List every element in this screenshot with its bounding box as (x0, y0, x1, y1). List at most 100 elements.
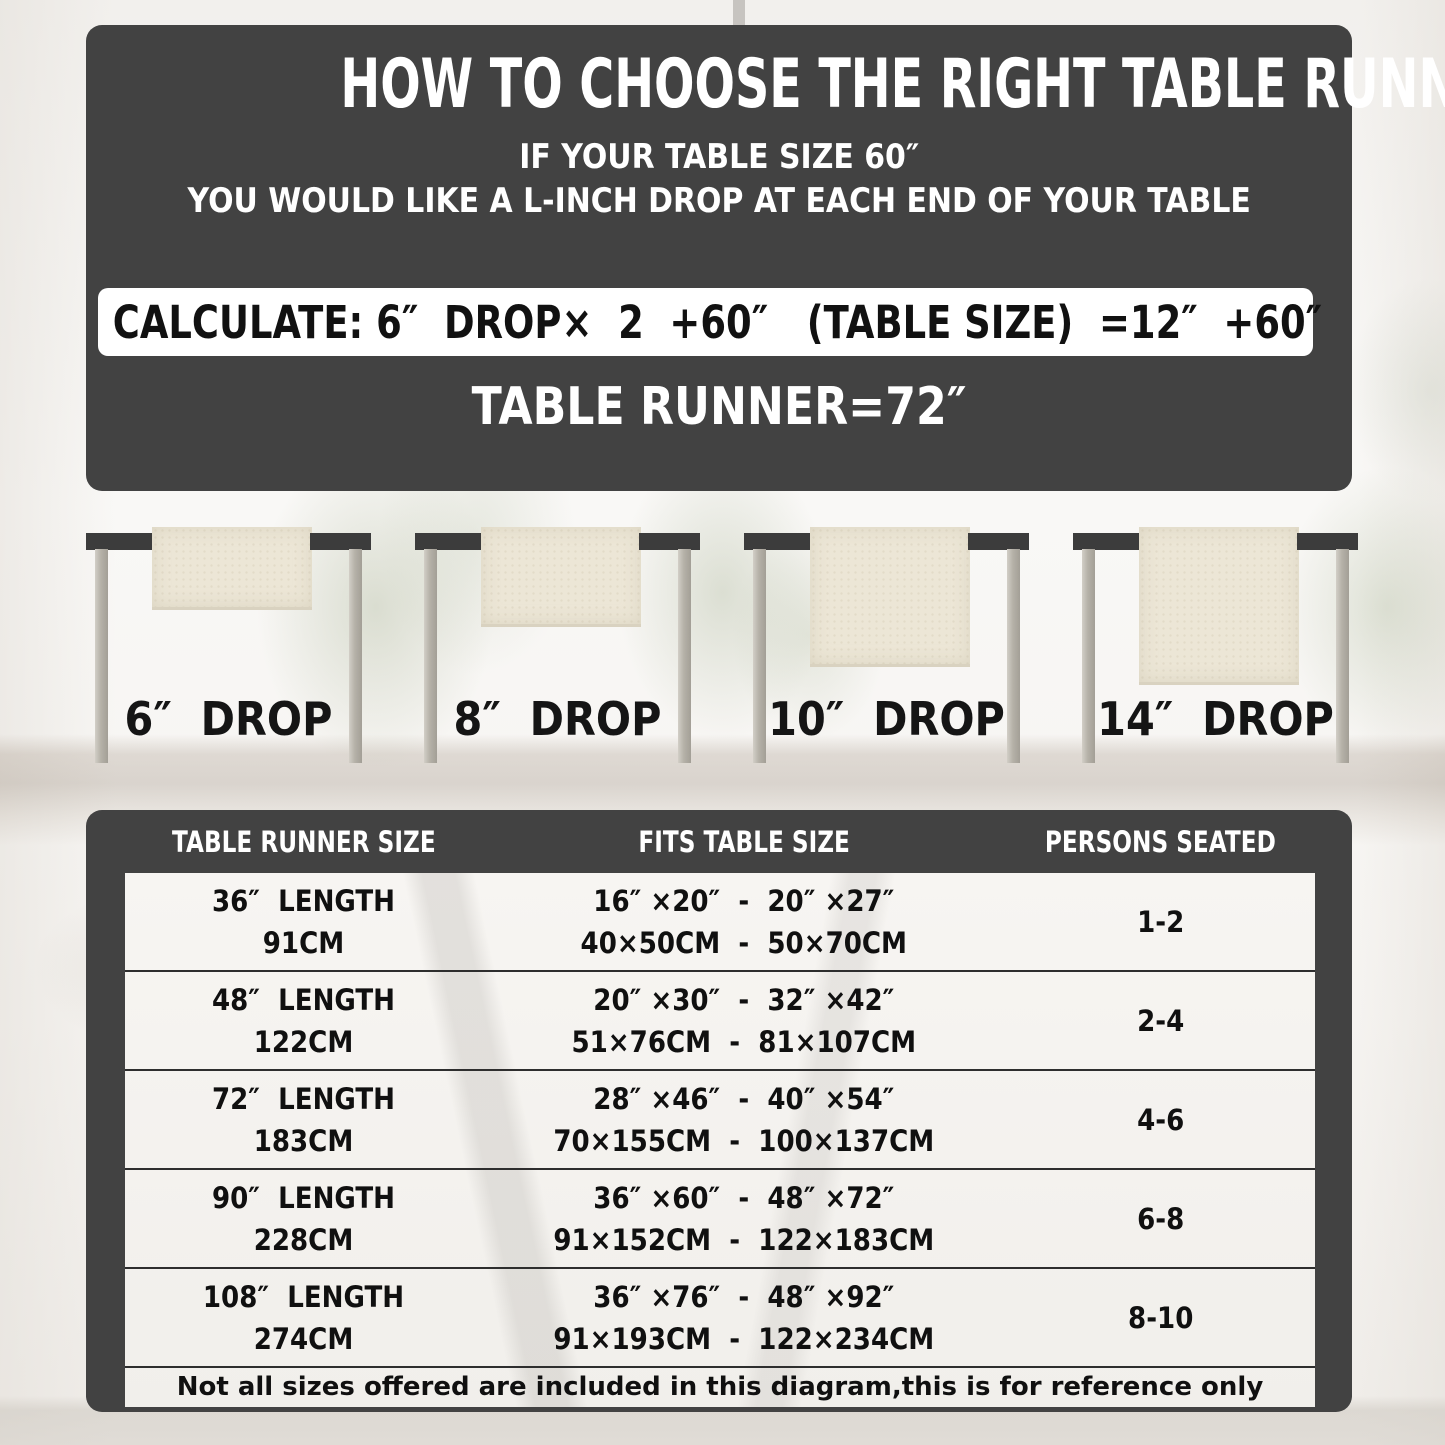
fits-table-inches: 28″ ×46″ - 40″ ×54″ (593, 1081, 895, 1116)
runner-size-inches: 90″ LENGTH (211, 1180, 396, 1215)
fits-table-inches: 36″ ×76″ - 48″ ×92″ (593, 1279, 895, 1314)
table-leg-left (95, 549, 108, 763)
size-chart-panel: TABLE RUNNER SIZE FITS TABLE SIZE PERSON… (86, 810, 1352, 1412)
table-row: 90″ LENGTH 228CM 36″ ×60″ - 48″ ×72″ 91×… (125, 1170, 1315, 1269)
drop-label-text: 14″ DROP (1097, 692, 1334, 746)
runner-size-inches: 36″ LENGTH (211, 883, 396, 918)
tabletop-right (1297, 533, 1358, 550)
fits-table-cm: 91×152CM - 122×183CM (553, 1222, 935, 1257)
persons-seated: 8-10 (1127, 1300, 1193, 1335)
runner-cloth (1139, 527, 1299, 685)
size-chart-table: 36″ LENGTH 91CM 16″ ×20″ - 20″ ×27″ 40×5… (125, 873, 1315, 1407)
column-header-text: PERSONS SEATED (1044, 824, 1276, 859)
table-row: 48″ LENGTH 122CM 20″ ×30″ - 32″ ×42″ 51×… (125, 972, 1315, 1071)
drop-label-text: 8″ DROP (453, 692, 662, 746)
fits-table-cell: 16″ ×20″ - 20″ ×27″ 40×50CM - 50×70CM (482, 873, 1006, 970)
column-header-persons-seated: PERSONS SEATED (1006, 825, 1315, 859)
runner-size-cm: 274CM (253, 1321, 354, 1356)
table-figure-14in: 14″ DROP (1073, 500, 1358, 765)
runner-size-cell: 36″ LENGTH 91CM (125, 873, 482, 970)
runner-cloth (152, 527, 312, 610)
tabletop-left (1073, 533, 1139, 550)
table-leg-left (1082, 549, 1095, 763)
fits-table-inches: 36″ ×60″ - 48″ ×72″ (593, 1180, 895, 1215)
table-figure-6in: 6″ DROP (86, 500, 371, 765)
table-row: 36″ LENGTH 91CM 16″ ×20″ - 20″ ×27″ 40×5… (125, 873, 1315, 972)
drop-label: 6″ DROP (86, 692, 371, 746)
drop-label: 8″ DROP (415, 692, 700, 746)
runner-size-cm: 183CM (253, 1123, 354, 1158)
tabletop-left (86, 533, 152, 550)
drop-label-text: 6″ DROP (124, 692, 333, 746)
persons-cell: 6-8 (1006, 1170, 1315, 1267)
subtitle-line2: YOU WOULD LIKE A L-INCH DROP AT EACH END… (86, 181, 1352, 221)
page-title-text: HOW TO CHOOSE THE RIGHT TABLE RUNNER (340, 45, 1445, 124)
persons-cell: 1-2 (1006, 873, 1315, 970)
table-leg-right (349, 549, 362, 763)
calculation-bar: CALCULATE: 6″ DROP× 2 +60″ (TABLE SIZE) … (98, 288, 1322, 356)
runner-size-cm: 228CM (253, 1222, 354, 1257)
subtitle-line1-text: IF YOUR TABLE SIZE 60″ (519, 137, 919, 177)
fits-table-cm: 51×76CM - 81×107CM (571, 1024, 917, 1059)
runner-size-cm: 91CM (262, 925, 345, 960)
persons-seated: 6-8 (1136, 1201, 1184, 1236)
calculation-text: CALCULATE: 6″ DROP× 2 +60″ (TABLE SIZE) … (112, 295, 1323, 349)
drop-label: 10″ DROP (744, 692, 1029, 746)
table-row: 72″ LENGTH 183CM 28″ ×46″ - 40″ ×54″ 70×… (125, 1071, 1315, 1170)
result-text: TABLE RUNNER=72″ (471, 377, 967, 437)
tabletop-right (310, 533, 371, 550)
header-panel: HOW TO CHOOSE THE RIGHT TABLE RUNNER IF … (86, 25, 1445, 491)
page-title: HOW TO CHOOSE THE RIGHT TABLE RUNNER (86, 45, 1445, 124)
runner-size-cell: 48″ LENGTH 122CM (125, 972, 482, 1069)
table-figure-10in: 10″ DROP (744, 500, 1029, 765)
table-leg-left (753, 549, 766, 763)
column-header-runner-size: TABLE RUNNER SIZE (125, 825, 482, 859)
drop-diagram: 6″ DROP 8″ DROP 10″ DROP 14″ DROP (86, 500, 1358, 765)
drop-label: 14″ DROP (1073, 692, 1358, 746)
runner-size-cm: 122CM (253, 1024, 354, 1059)
runner-cloth (481, 527, 641, 627)
fits-table-inches: 20″ ×30″ - 32″ ×42″ (593, 982, 895, 1017)
fits-table-cell: 20″ ×30″ - 32″ ×42″ 51×76CM - 81×107CM (482, 972, 1006, 1069)
tabletop-right (968, 533, 1029, 550)
persons-cell: 4-6 (1006, 1071, 1315, 1168)
runner-size-inches: 72″ LENGTH (211, 1081, 396, 1116)
persons-seated: 2-4 (1136, 1003, 1184, 1038)
runner-cloth (810, 527, 970, 667)
fits-table-cm: 40×50CM - 50×70CM (580, 925, 908, 960)
tabletop-left (415, 533, 481, 550)
table-leg-left (424, 549, 437, 763)
persons-seated: 1-2 (1136, 904, 1184, 939)
fits-table-cm: 70×155CM - 100×137CM (553, 1123, 935, 1158)
persons-cell: 8-10 (1006, 1269, 1315, 1366)
fits-table-cell: 36″ ×76″ - 48″ ×92″ 91×193CM - 122×234CM (482, 1269, 1006, 1366)
table-leg-right (1007, 549, 1020, 763)
persons-seated: 4-6 (1136, 1102, 1184, 1137)
subtitle-line2-text: YOU WOULD LIKE A L-INCH DROP AT EACH END… (187, 181, 1251, 221)
column-header-fits-table-size: FITS TABLE SIZE (482, 825, 1006, 859)
runner-size-inches: 48″ LENGTH (211, 982, 396, 1017)
column-header-text: TABLE RUNNER SIZE (171, 824, 436, 859)
table-figure-8in: 8″ DROP (415, 500, 700, 765)
fits-table-inches: 16″ ×20″ - 20″ ×27″ (593, 883, 895, 918)
runner-size-inches: 108″ LENGTH (202, 1279, 405, 1314)
table-leg-right (1336, 549, 1349, 763)
drop-label-text: 10″ DROP (768, 692, 1005, 746)
table-note: Not all sizes offered are included in th… (176, 1371, 1264, 1402)
table-leg-right (678, 549, 691, 763)
table-row: 108″ LENGTH 274CM 36″ ×76″ - 48″ ×92″ 91… (125, 1269, 1315, 1368)
fits-table-cm: 91×193CM - 122×234CM (553, 1321, 935, 1356)
tabletop-right (639, 533, 700, 550)
runner-size-cell: 72″ LENGTH 183CM (125, 1071, 482, 1168)
fits-table-cell: 28″ ×46″ - 40″ ×54″ 70×155CM - 100×137CM (482, 1071, 1006, 1168)
subtitle-line1: IF YOUR TABLE SIZE 60″ (86, 137, 1352, 177)
size-chart-header: TABLE RUNNER SIZE FITS TABLE SIZE PERSON… (125, 810, 1315, 873)
persons-cell: 2-4 (1006, 972, 1315, 1069)
column-header-text: FITS TABLE SIZE (638, 824, 850, 859)
runner-size-cell: 108″ LENGTH 274CM (125, 1269, 482, 1366)
fits-table-cell: 36″ ×60″ - 48″ ×72″ 91×152CM - 122×183CM (482, 1170, 1006, 1267)
tabletop-left (744, 533, 810, 550)
runner-size-cell: 90″ LENGTH 228CM (125, 1170, 482, 1267)
result-line: TABLE RUNNER=72″ (86, 377, 1352, 437)
